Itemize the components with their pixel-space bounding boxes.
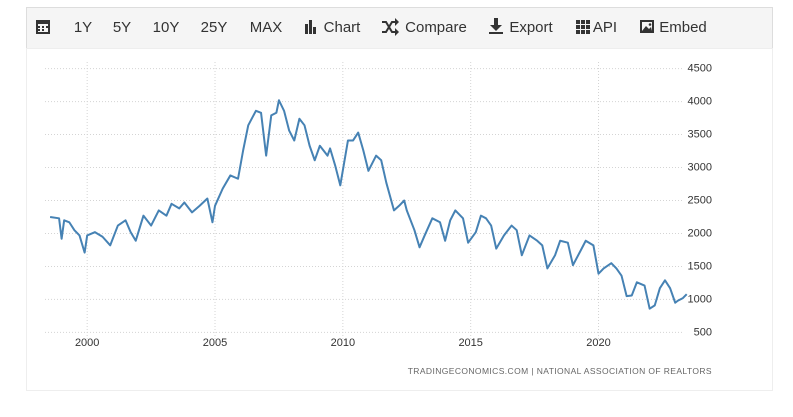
plot: 500 1000 1500 2000 2500 3000 3500 4000 4500 2000 2… bbox=[45, 62, 712, 349]
toolbar-button[interactable]: Export bbox=[509, 19, 553, 36]
toolbar-button[interactable]: 10Y bbox=[153, 19, 180, 36]
x-tick-label: 2015 bbox=[458, 337, 482, 349]
toolbar-button[interactable]: API bbox=[593, 19, 617, 36]
toolbar-button[interactable]: 5Y bbox=[113, 19, 131, 36]
embed-icon[interactable] bbox=[640, 20, 654, 33]
y-tick-label: 1000 bbox=[688, 293, 712, 305]
calendar-icon[interactable] bbox=[36, 20, 50, 34]
chart-icon[interactable] bbox=[305, 20, 316, 34]
y-tick-label: 4000 bbox=[688, 95, 712, 107]
y-tick-label: 3000 bbox=[688, 161, 712, 173]
api-icon[interactable] bbox=[576, 20, 590, 34]
toolbar-labels: 1Y 5Y 10Y 25Y MAX Chart Compare Export API Embed bbox=[74, 19, 707, 36]
y-tick-label: 1500 bbox=[688, 260, 712, 272]
toolbar-button[interactable]: Compare bbox=[405, 19, 467, 36]
data-line bbox=[49, 99, 688, 310]
y-tick-label: 2500 bbox=[688, 194, 712, 206]
toolbar-button[interactable]: MAX bbox=[250, 19, 283, 36]
y-tick-label: 4500 bbox=[688, 63, 712, 75]
source-note: TRADINGECONOMICS.COM | NATIONAL ASSOCIAT… bbox=[408, 366, 712, 376]
y-tick-label: 500 bbox=[694, 326, 712, 338]
toolbar-button[interactable]: 1Y bbox=[74, 19, 92, 36]
y-tick-label: 2000 bbox=[688, 227, 712, 239]
toolbar-icons bbox=[36, 18, 654, 36]
toolbar-button[interactable]: 25Y bbox=[201, 19, 228, 36]
y-tick-label: 3500 bbox=[688, 128, 712, 140]
export-icon[interactable] bbox=[489, 18, 503, 34]
x-tick-label: 2020 bbox=[586, 337, 610, 349]
compare-icon[interactable] bbox=[382, 18, 399, 36]
chart-panel bbox=[26, 48, 773, 391]
x-tick-label: 2000 bbox=[75, 337, 99, 349]
x-tick-label: 2005 bbox=[203, 337, 227, 349]
toolbar-button[interactable]: Embed bbox=[659, 19, 707, 36]
x-tick-label: 2010 bbox=[331, 337, 355, 349]
toolbar-button[interactable]: Chart bbox=[324, 19, 362, 36]
